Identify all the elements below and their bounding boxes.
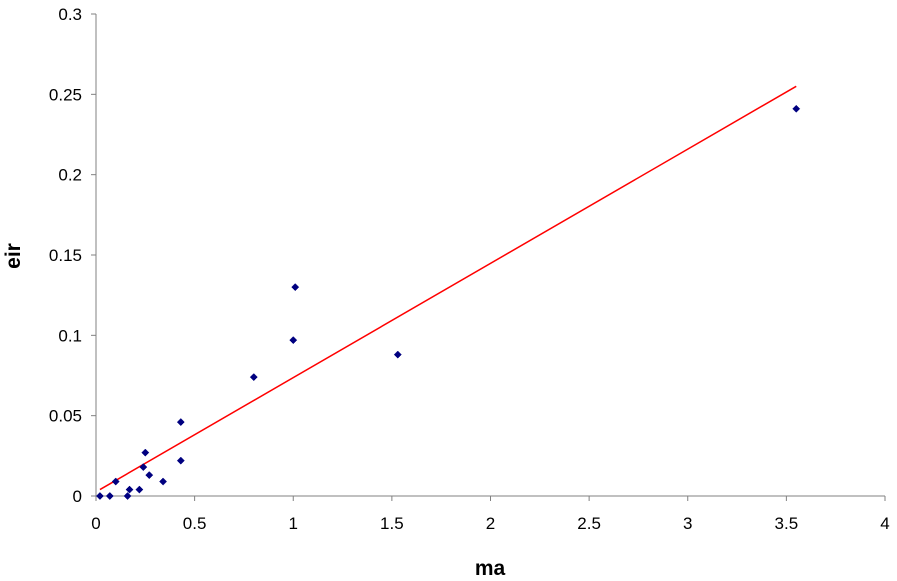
tick-labels: 0 0.05 0.1 0.15 0.2 0.25 0.3 0 0.5 1 1.5 2 2.5 3 3.5 4 (49, 5, 890, 533)
x-tick-label: 1 (289, 514, 298, 533)
data-point (125, 485, 134, 494)
axes (91, 13, 886, 501)
y-tick-label: 0 (73, 487, 82, 506)
data-point (123, 492, 132, 500)
x-tick-label: 3.5 (775, 514, 799, 533)
y-tick-label: 0.15 (49, 246, 82, 265)
data-point (111, 477, 120, 486)
data-point (141, 448, 150, 457)
data-point (105, 492, 114, 500)
data-point (176, 456, 185, 465)
x-tick-label: 2 (486, 514, 495, 533)
y-tick-label: 0.25 (49, 85, 82, 104)
y-axis-title: eir (2, 243, 25, 269)
data-point (135, 485, 144, 494)
data-point (249, 373, 258, 382)
data-point (393, 350, 402, 359)
trendline-layer (99, 85, 797, 491)
data-point (159, 477, 168, 486)
data-point (289, 336, 298, 345)
data-point (139, 463, 148, 472)
x-tick-label: 1.5 (380, 514, 404, 533)
data-point (291, 283, 300, 292)
x-tick-label: 0.5 (183, 514, 207, 533)
y-tick-label: 0.2 (58, 166, 82, 185)
data-point (95, 492, 104, 500)
y-tick-label: 0.1 (58, 326, 82, 345)
data-point (792, 104, 801, 113)
data-point (145, 471, 154, 480)
x-tick-label: 4 (880, 514, 889, 533)
x-tick-label: 3 (683, 514, 692, 533)
data-point (176, 418, 185, 427)
x-tick-label: 2.5 (577, 514, 601, 533)
x-tick-label: 0 (91, 514, 100, 533)
data-points (95, 104, 801, 500)
y-tick-label: 0.3 (58, 5, 82, 24)
x-axis-title: ma (475, 557, 506, 580)
y-tick-label: 0.05 (49, 407, 82, 426)
trendline (99, 85, 797, 491)
